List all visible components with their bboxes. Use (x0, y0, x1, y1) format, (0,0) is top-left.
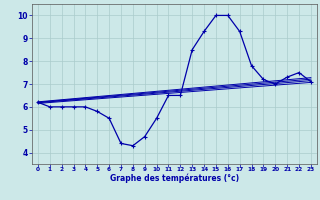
X-axis label: Graphe des températures (°c): Graphe des températures (°c) (110, 174, 239, 183)
